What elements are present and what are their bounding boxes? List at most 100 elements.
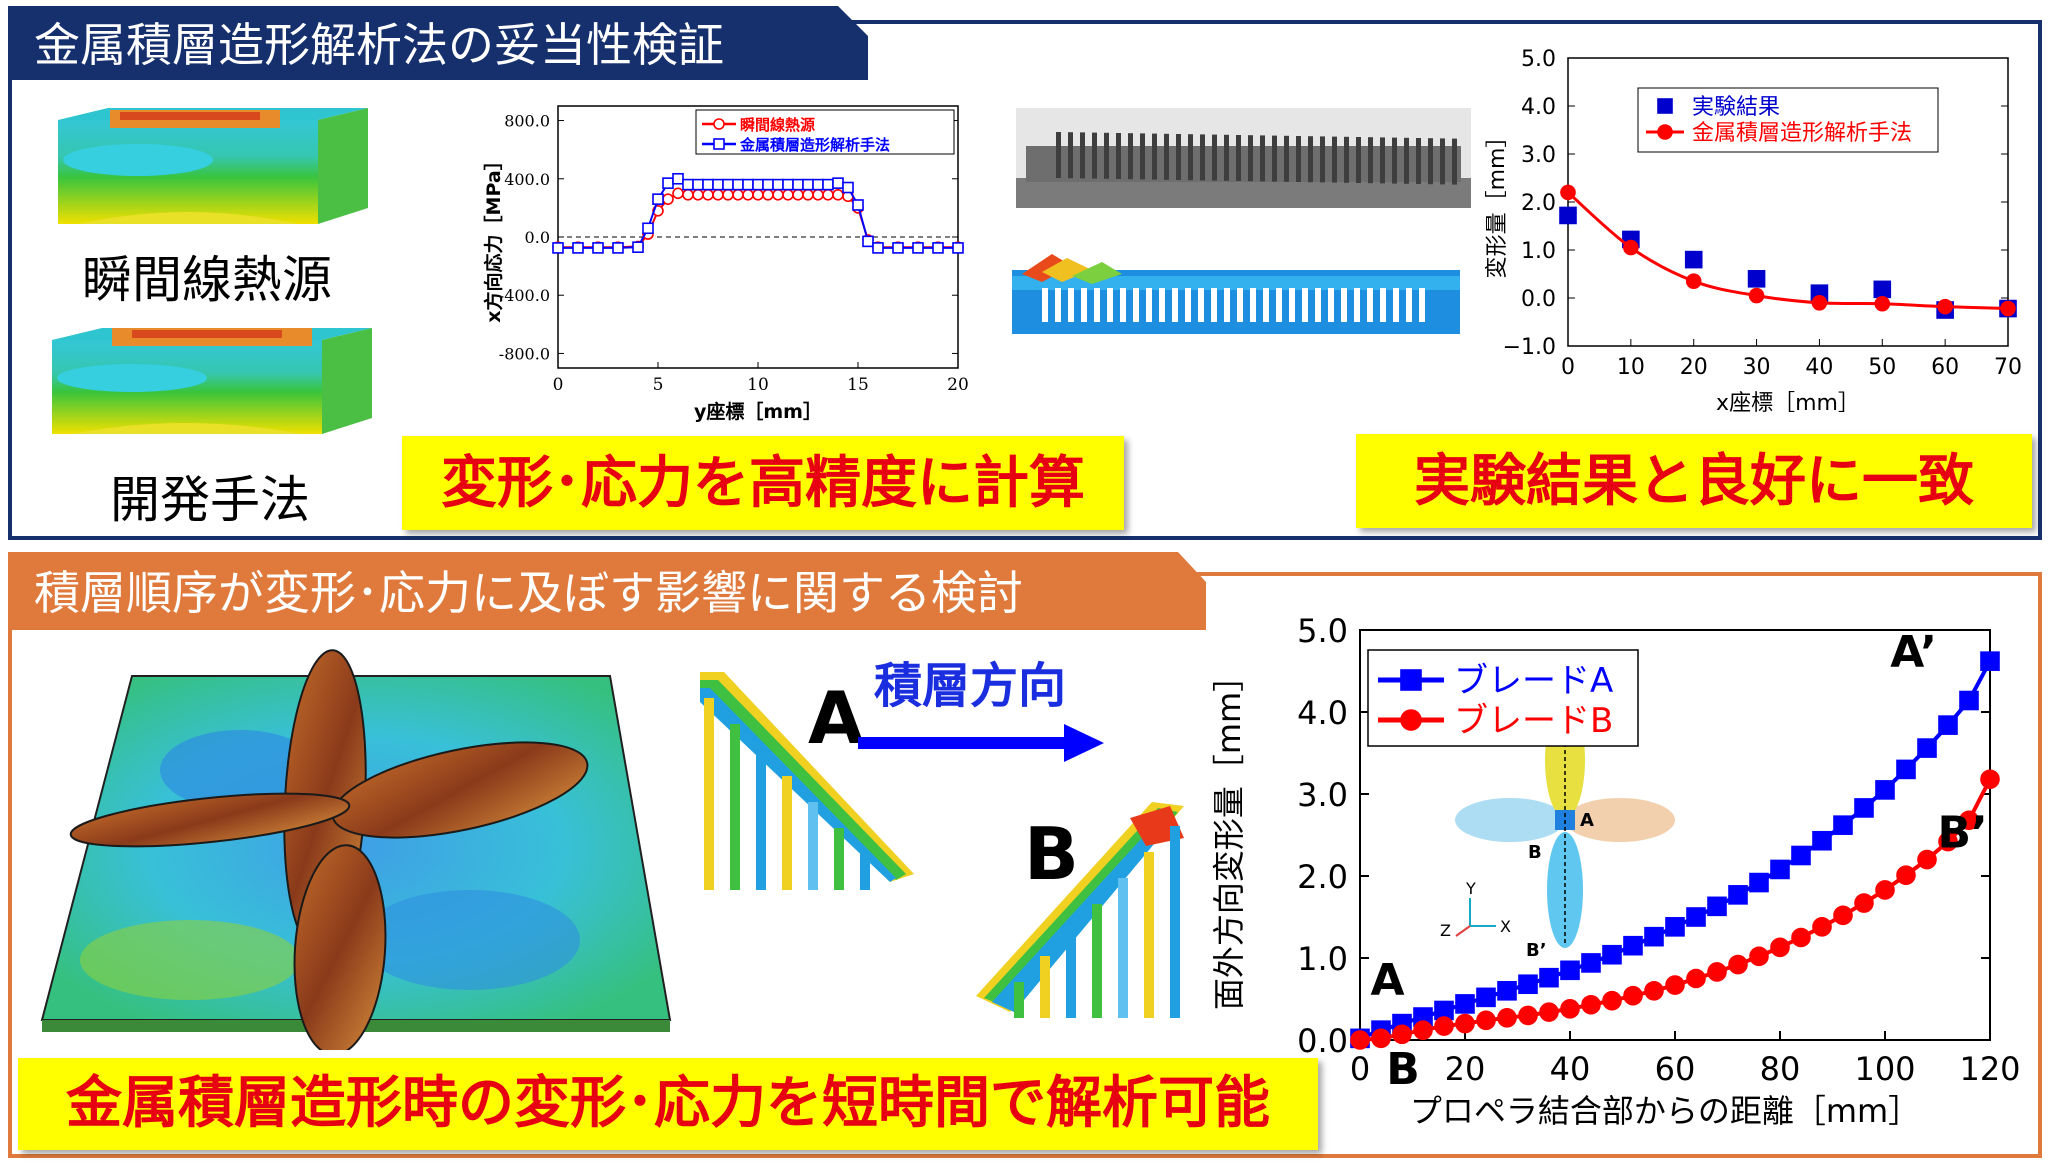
blade-legend-label: ブレードB <box>1454 701 1613 741</box>
banner-short-time-analysis: 金属積層造形時の変形･応力を短時間で解析可能 <box>18 1058 1318 1150</box>
stress-data-point <box>912 242 924 254</box>
stress-data-point <box>762 178 774 191</box>
blade-data-point <box>1665 975 1685 995</box>
label-b: B <box>1024 812 1079 896</box>
stress-data-point <box>712 188 724 201</box>
deform-legend-label: 実験結果 <box>1692 95 1780 120</box>
blade-series-2 <box>1350 769 2000 1050</box>
stress-x-axis-label: y座標［mm］ <box>694 400 822 423</box>
blade-data-point <box>1875 880 1895 900</box>
deform-data-point <box>1623 239 1639 256</box>
banner-good-agreement: 実験結果と良好に一致 <box>1356 434 2032 528</box>
stress-data-point <box>862 235 874 248</box>
blade-data-point <box>1707 896 1727 917</box>
deform-data-point <box>2000 300 2016 317</box>
stress-data-point <box>792 178 804 191</box>
blade-legend-marker <box>1400 709 1422 731</box>
stress-x-tick-label: 10 <box>747 375 769 395</box>
fe-model-developed-image <box>52 328 372 434</box>
blade-data-point <box>1392 1024 1412 1045</box>
stress-x-tick-label: 15 <box>847 375 869 395</box>
blade-data-point <box>1959 690 1979 711</box>
triad-z <box>1455 925 1471 937</box>
triad-label-z: Z <box>1440 921 1451 940</box>
stress-x-tick-label: 0 <box>553 375 564 395</box>
stress-x-tick-label: 5 <box>653 375 664 395</box>
blade-data-point <box>1518 1005 1538 1026</box>
blade-x-axis-label: プロペラ結合部からの距離［mm］ <box>1410 1092 1920 1130</box>
blade-data-point <box>1686 907 1706 927</box>
blade-data-point <box>1413 1020 1433 1040</box>
blade-data-point <box>1476 987 1496 1008</box>
blade-data-point <box>1434 1016 1454 1036</box>
stress-data-point <box>802 178 814 191</box>
deform-y-tick-label: 0.0 <box>1521 287 1556 312</box>
blade-data-point <box>1791 845 1811 866</box>
stress-series-line <box>558 192 958 249</box>
blade-x-tick-label: 0 <box>1350 1050 1370 1088</box>
curve-label-b-prime: B’ <box>1938 807 1988 858</box>
blade-data-point <box>1833 905 1853 926</box>
stress-data-point <box>802 188 814 201</box>
blade-data-point <box>1728 885 1748 905</box>
blade-y-axis-label: 面外方向変形量［mm］ <box>1210 660 1248 1010</box>
stress-data-point <box>762 188 774 201</box>
label-instant-heat-source: 瞬間線熱源 <box>82 251 332 309</box>
blade-data-point <box>1686 968 1706 989</box>
stress-y-axis-label: x方向応力［MPa］ <box>482 151 505 322</box>
deform-x-axis-label: x座標［mm］ <box>1716 391 1860 416</box>
blade-data-point <box>1896 759 1916 780</box>
blade-data-point <box>1812 917 1832 937</box>
stress-data-point <box>572 242 584 254</box>
blade-data-point <box>1497 1008 1517 1028</box>
blade-data-point <box>1497 980 1517 1001</box>
stress-data-point <box>892 242 904 254</box>
blade-data-point <box>1518 974 1538 995</box>
stress-data-point <box>812 178 824 191</box>
inset-blade-right <box>1565 798 1675 842</box>
blade-data-point <box>1371 1028 1391 1049</box>
inset-label-a: A <box>1580 810 1594 831</box>
stress-data-point <box>842 181 854 194</box>
stress-data-point <box>682 188 694 201</box>
blade-data-point <box>1854 798 1874 818</box>
blade-x-tick-label: 40 <box>1550 1050 1591 1088</box>
blade-y-tick-label: 5.0 <box>1297 616 1348 650</box>
blade-data-point <box>1812 830 1832 851</box>
stress-legend-marker <box>713 118 725 130</box>
deform-data-point <box>1684 250 1703 269</box>
stress-legend-label: 金属積層造形解析手法 <box>739 136 890 154</box>
stress-data-point <box>642 222 654 235</box>
stress-data-point <box>632 241 644 253</box>
blade-data-point <box>1980 651 2000 671</box>
banner-high-accuracy: 変形･応力を高精度に計算 <box>402 436 1124 530</box>
blade-y-tick-label: 4.0 <box>1297 694 1348 732</box>
deform-x-tick-label: 70 <box>1994 355 2022 380</box>
deform-data-point <box>1747 270 1766 288</box>
blade-legend-label: ブレードA <box>1454 661 1613 701</box>
stress-data-point <box>722 188 734 201</box>
triad-label-x: X <box>1500 917 1511 936</box>
stress-data-point <box>552 242 564 254</box>
stress-data-point <box>782 188 794 201</box>
stress-data-point <box>662 177 674 189</box>
deform-x-tick-label: 30 <box>1743 355 1771 380</box>
curve-label-a-prime: A’ <box>1890 627 1937 678</box>
blade-data-point <box>1644 926 1664 947</box>
stress-legend-marker <box>713 138 725 150</box>
triad-label-y: Y <box>1465 879 1476 898</box>
stress-data-point <box>752 178 764 191</box>
stress-data-point <box>732 188 744 201</box>
deform-legend-label: 金属積層造形解析手法 <box>1692 121 1912 146</box>
stress-data-point <box>672 187 684 200</box>
deform-legend-marker <box>1657 124 1673 140</box>
blade-data-point <box>1581 994 1601 1015</box>
blade-data-point <box>1644 980 1664 1001</box>
stress-legend-label: 瞬間線熱源 <box>740 116 815 134</box>
blade-data-point <box>1455 994 1475 1014</box>
deform-y-tick-label: 5.0 <box>1521 48 1556 72</box>
stress-data-point <box>692 178 704 191</box>
stress-legend-box <box>695 109 955 155</box>
deform-data-point <box>1560 184 1576 201</box>
